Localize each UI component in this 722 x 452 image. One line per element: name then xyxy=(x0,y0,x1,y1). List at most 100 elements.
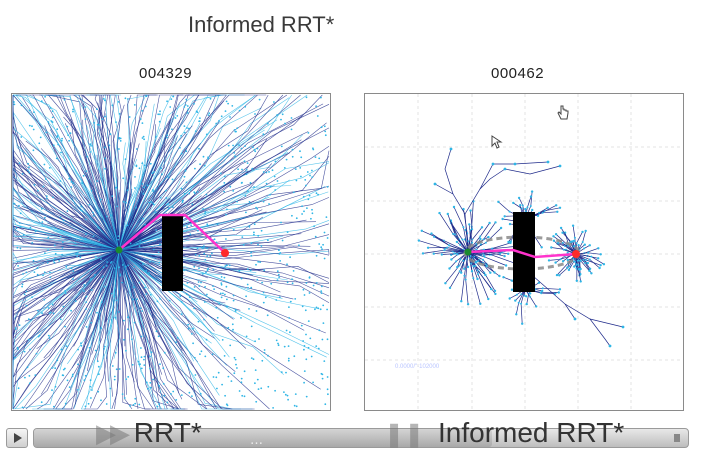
tree-node xyxy=(58,260,60,262)
tree-node xyxy=(28,382,31,385)
caption-informed-rrt-star: ❚❚ Informed RRT* xyxy=(384,417,624,449)
tree-node xyxy=(131,363,134,366)
tree-node xyxy=(96,360,99,363)
tree-node xyxy=(281,113,284,116)
seek-bar[interactable] xyxy=(33,428,689,448)
tree-node xyxy=(581,230,584,234)
tree-node xyxy=(204,212,206,215)
tree-node xyxy=(66,210,69,213)
tree-node xyxy=(253,223,256,226)
tree-branch xyxy=(94,94,120,251)
tree-node xyxy=(326,237,329,239)
tree-branch xyxy=(118,209,263,251)
tree-node xyxy=(101,276,103,279)
tree-node xyxy=(200,281,202,284)
play-button[interactable] xyxy=(6,428,28,448)
tree-node xyxy=(199,392,202,395)
tree-node xyxy=(180,301,183,303)
tree-node xyxy=(126,224,129,227)
tree-node xyxy=(258,338,260,340)
tree-node xyxy=(200,246,203,249)
tree-node xyxy=(109,133,112,136)
tree-node xyxy=(517,301,520,304)
tree-node xyxy=(477,260,480,263)
tree-node xyxy=(142,135,145,138)
tree-node xyxy=(588,267,592,270)
tree-node xyxy=(61,253,63,256)
tree-node xyxy=(143,358,145,361)
tree-node xyxy=(490,287,493,291)
tree-branch xyxy=(118,94,267,251)
tree-node xyxy=(573,265,576,268)
tree-node xyxy=(64,292,67,295)
tree-node xyxy=(590,255,593,258)
tree-node xyxy=(29,226,32,229)
tree-node xyxy=(494,221,497,224)
tree-node xyxy=(450,258,453,261)
tree-branch xyxy=(118,159,197,251)
tree-node xyxy=(141,110,144,112)
tree-node xyxy=(215,376,218,379)
tree-node xyxy=(172,390,175,393)
tree-node xyxy=(302,288,305,291)
tree-node xyxy=(286,231,289,234)
tree-node xyxy=(289,256,291,259)
tree-node xyxy=(315,306,318,309)
tree-branch xyxy=(12,249,120,261)
volume-icon[interactable] xyxy=(674,434,682,442)
tree-node xyxy=(74,300,77,303)
tree-node xyxy=(89,278,92,280)
tree-node xyxy=(227,326,230,329)
tree-node xyxy=(234,358,237,361)
tree-node xyxy=(115,186,118,189)
tree-node xyxy=(311,212,314,215)
tree-node xyxy=(482,254,485,257)
tree-node xyxy=(515,313,518,316)
tree-node xyxy=(250,357,253,359)
tree-node xyxy=(521,322,524,325)
tree-node xyxy=(440,253,443,256)
tree-node xyxy=(121,393,124,395)
tree-node xyxy=(53,261,56,264)
tree-node xyxy=(20,104,23,107)
tree-node xyxy=(206,247,209,250)
tree-node xyxy=(189,233,192,236)
tree-node xyxy=(204,286,207,288)
tree-node xyxy=(223,190,226,193)
tree-node xyxy=(256,378,259,381)
tree-node xyxy=(54,252,57,255)
tree-branch xyxy=(12,238,120,251)
tree-branch xyxy=(118,249,216,410)
tree-node xyxy=(202,155,205,158)
tree-node xyxy=(85,170,88,172)
tree-node xyxy=(246,162,249,164)
tree-node xyxy=(36,267,39,269)
tree-node xyxy=(230,380,233,382)
tree-node xyxy=(572,260,575,263)
tree-branch xyxy=(69,94,120,251)
tree-node xyxy=(33,184,36,186)
tree-node xyxy=(140,335,143,338)
tree-node xyxy=(33,271,36,273)
tree-node xyxy=(302,195,305,198)
tree-node xyxy=(273,101,275,103)
tree-node xyxy=(72,110,74,113)
tree-node xyxy=(36,273,39,276)
tree-branch xyxy=(118,94,258,251)
tree-branch xyxy=(504,165,561,175)
tree-node xyxy=(567,268,571,272)
tree-branch xyxy=(12,223,120,251)
tree-node xyxy=(243,160,246,163)
tree-node xyxy=(159,110,161,113)
tree-node xyxy=(176,115,179,117)
tree-node xyxy=(326,376,329,378)
tree-node xyxy=(199,117,201,119)
tree-node xyxy=(224,265,227,267)
tree-node xyxy=(204,355,207,358)
tree-node xyxy=(193,265,196,268)
tree-node xyxy=(459,258,462,261)
tree-node xyxy=(33,111,35,113)
tree-node xyxy=(206,269,209,272)
tree-node xyxy=(207,114,210,116)
tree-node xyxy=(23,293,26,296)
